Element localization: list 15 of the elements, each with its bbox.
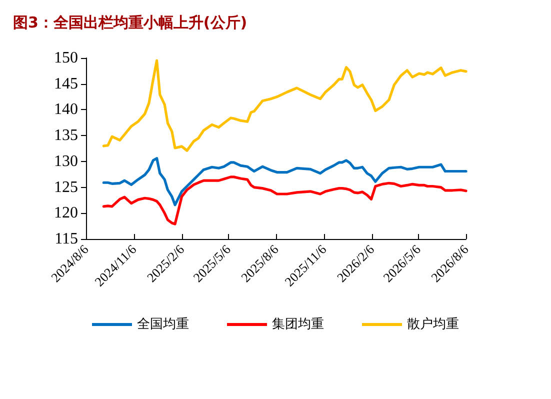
- line-series: [102, 59, 468, 152]
- y-tick-label: 115: [54, 230, 78, 248]
- y-tick-label: 135: [54, 127, 78, 144]
- y-tick-label: 150: [54, 50, 78, 66]
- legend-label: 集团均重: [272, 317, 324, 332]
- chart-title: 图3：全国出栏均重小幅上升(公斤): [13, 14, 248, 32]
- y-tick-label: 125: [54, 178, 78, 196]
- line-series: [102, 157, 468, 206]
- legend-label: 散户均重: [407, 317, 459, 332]
- y-tick-label: 130: [54, 152, 78, 170]
- y-tick-label: 120: [54, 204, 78, 222]
- legend-label: 全国均重: [137, 317, 189, 332]
- line-series: [102, 176, 468, 226]
- y-tick-label: 145: [54, 75, 78, 92]
- y-tick-label: 140: [54, 101, 78, 118]
